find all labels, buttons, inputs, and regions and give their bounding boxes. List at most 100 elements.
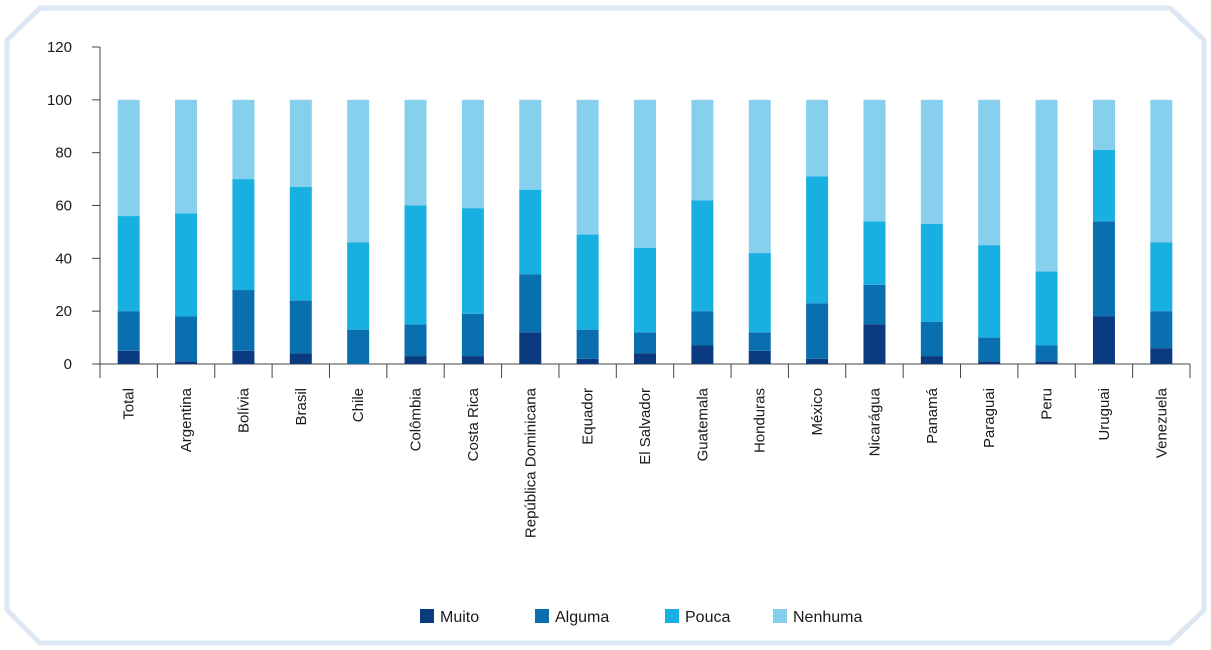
bar-segment-nenhuma <box>175 99 198 214</box>
bar-segment-pouca <box>461 208 484 314</box>
bar-segment-nenhuma <box>347 99 370 243</box>
bar-segment-muito <box>691 345 714 364</box>
bar-segment-alguma <box>863 284 886 325</box>
labels: Total Argentina Bolívia Brasil Chile Colômbia… <box>121 387 1171 538</box>
legend-swatch-alguma <box>535 609 549 623</box>
y-tick-label: 60 <box>55 198 72 215</box>
bar-segment-alguma <box>519 274 542 333</box>
bar-segment-muito <box>232 350 255 364</box>
bars <box>117 99 1173 364</box>
bar-segment-alguma <box>978 337 1001 362</box>
bar-segment-pouca <box>634 247 656 333</box>
bar-segment-nenhuma <box>978 99 1001 246</box>
bar-segment-alguma <box>175 316 198 362</box>
bar-segment-muito <box>634 353 656 364</box>
bar-segment-alguma <box>634 332 656 354</box>
y-tick-label: 0 <box>64 356 72 373</box>
category-label: Colômbia <box>408 387 425 451</box>
y-tick-label: 80 <box>55 145 72 162</box>
bar-segment-nenhuma <box>289 99 312 188</box>
bar-segment-muito <box>748 350 771 364</box>
bar-segment-alguma <box>1150 311 1173 349</box>
legend-swatch-pouca <box>665 609 679 623</box>
bar-segment-nenhuma <box>1150 99 1173 243</box>
bar-segment-alguma <box>691 311 714 346</box>
category-label: República Dominicana <box>522 387 539 538</box>
category-label: Uruguai <box>1096 388 1113 441</box>
bar-segment-nenhuma <box>1092 99 1115 151</box>
bar-segment-pouca <box>863 221 886 285</box>
bar-segment-muito <box>289 353 312 364</box>
bar-segment-nenhuma <box>806 99 829 177</box>
category-label: Total <box>121 388 138 420</box>
bar-segment-muito <box>1035 361 1058 364</box>
bar-segment-muito <box>461 356 484 364</box>
bar-segment-alguma <box>920 321 943 357</box>
bar-segment-pouca <box>576 234 599 330</box>
bar-segment-pouca <box>289 187 312 301</box>
bar-segment-nenhuma <box>519 99 542 190</box>
bar-segment-pouca <box>748 253 771 333</box>
bar-segment-muito <box>175 361 198 364</box>
bar-segment-nenhuma <box>576 99 599 235</box>
bar-segment-nenhuma <box>920 99 943 224</box>
bar-segment-muito <box>404 356 427 364</box>
bar-segment-alguma <box>117 311 140 351</box>
legend-label: Pouca <box>685 609 730 626</box>
y-tick-label: 100 <box>47 92 72 109</box>
bar-segment-nenhuma <box>863 99 886 222</box>
legend-label: Alguma <box>555 609 609 626</box>
bar-segment-muito <box>519 332 542 364</box>
y-tick-label: 120 <box>47 39 72 56</box>
bar-segment-nenhuma <box>461 99 484 209</box>
bar-segment-nenhuma <box>634 99 656 248</box>
bar-segment-muito <box>806 358 829 364</box>
legend: Muito Alguma Pouca Nenhuma <box>420 609 862 626</box>
bar-segment-muito <box>576 358 599 364</box>
bar-segment-nenhuma <box>691 99 714 201</box>
legend-swatch-nenhuma <box>773 609 787 623</box>
bar-segment-alguma <box>748 332 771 351</box>
bar-segment-pouca <box>347 242 370 330</box>
category-label: Paraguai <box>981 388 998 448</box>
category-label: Costa Rica <box>465 387 482 461</box>
bar-segment-alguma <box>1035 345 1058 362</box>
category-label: Bolívia <box>235 387 252 433</box>
bar-segment-pouca <box>1150 242 1173 312</box>
bar-segment-alguma <box>232 290 255 351</box>
bar-segment-pouca <box>175 213 198 317</box>
legend-label: Muito <box>440 609 479 626</box>
bar-segment-nenhuma <box>232 99 255 180</box>
bar-segment-pouca <box>978 245 1001 338</box>
bar-segment-alguma <box>806 303 829 359</box>
bar-segment-pouca <box>691 200 714 312</box>
bar-segment-pouca <box>232 179 255 291</box>
bar-segment-pouca <box>404 205 427 325</box>
category-label: México <box>809 388 826 436</box>
bar-segment-muito <box>920 356 943 364</box>
bar-segment-muito <box>863 324 886 364</box>
bar-segment-pouca <box>1092 150 1115 222</box>
bar-segment-alguma <box>404 324 427 357</box>
bar-segment-alguma <box>461 313 484 357</box>
category-label: Honduras <box>752 388 769 453</box>
legend-swatch-muito <box>420 609 434 623</box>
bar-segment-muito <box>1092 316 1115 364</box>
category-label: Guatemala <box>694 387 711 461</box>
bar-segment-pouca <box>920 223 943 322</box>
y-tick-label: 40 <box>55 250 72 267</box>
bar-segment-nenhuma <box>404 99 427 206</box>
bar-segment-alguma <box>576 329 599 359</box>
category-label: El Salvador <box>637 388 654 465</box>
category-label: Argentina <box>178 387 195 452</box>
bar-segment-nenhuma <box>117 99 140 217</box>
bar-segment-pouca <box>519 189 542 275</box>
y-tick-label: 20 <box>55 303 72 320</box>
bar-segment-muito <box>978 361 1001 364</box>
axes: 0 20 40 60 80 100 120 <box>47 39 1191 378</box>
bar-segment-alguma <box>289 300 312 354</box>
bar-segment-pouca <box>117 216 140 312</box>
category-label: Panamá <box>924 387 941 444</box>
bar-segment-alguma <box>347 329 370 364</box>
